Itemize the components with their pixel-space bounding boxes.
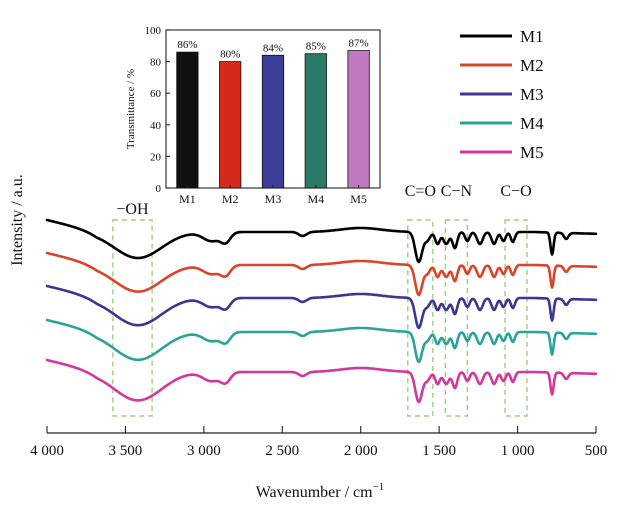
legend-label: M2 <box>520 56 544 75</box>
inset-data-label: 84% <box>263 42 283 54</box>
band-highlight-box <box>112 219 153 417</box>
band-label: C−O <box>500 183 531 200</box>
inset-y-tick-label: 100 <box>145 25 162 37</box>
x-tick-label: 2 500 <box>265 443 299 459</box>
y-axis-title: Intensity / a.u. <box>9 174 26 266</box>
inset-data-label: 80% <box>220 49 240 61</box>
inset-x-tick-label: M1 <box>179 192 196 206</box>
band-highlight-layer: −OH C=O C−N C−O <box>112 183 532 417</box>
inset-y-tick-label: 20 <box>150 151 162 163</box>
inset-x-tick-label: M5 <box>350 192 367 206</box>
band-label: C=O <box>405 183 436 200</box>
legend-label: M3 <box>520 85 544 104</box>
legend-label: M4 <box>520 114 544 133</box>
inset-data-label: 87% <box>349 38 369 50</box>
x-tick-label: 1 500 <box>422 443 456 459</box>
inset-x-tick-label: M4 <box>307 192 324 206</box>
inset-y-tick-label: 80 <box>150 57 162 69</box>
inset-x-tick-label: M3 <box>265 192 282 206</box>
main-axes: 4 000 3 500 3 000 2 500 2 000 1 500 1 000 500 Wa… <box>9 174 607 501</box>
band-label: −OH <box>116 201 149 218</box>
inset-bar-m2 <box>219 61 242 189</box>
band-highlight-box <box>444 219 469 417</box>
legend: M1 M2 M3 M4 M5 <box>460 27 544 162</box>
spectrum-m5 <box>45 358 598 404</box>
inset-x-tick-label: M2 <box>222 192 239 206</box>
x-tick-label: 4 000 <box>30 443 64 459</box>
x-axis-title-superscript: −1 <box>373 481 385 493</box>
inset-y-tick-label: 60 <box>150 88 162 100</box>
spectrum-m1 <box>45 218 598 264</box>
band-highlight-box <box>504 219 528 417</box>
inset-bar-m3 <box>261 54 285 189</box>
band-label: C−N <box>441 183 473 200</box>
x-tick-label: 3 000 <box>187 443 221 459</box>
x-tick-label: 1 000 <box>501 443 535 459</box>
inset-bar-m5 <box>347 50 370 189</box>
x-axis-title-main: Wavenumber / cm <box>256 484 373 501</box>
x-tick-label: 2 000 <box>344 443 378 459</box>
inset-bar-chart: 0 20 40 60 80 100 Transmittance / % M1 86% M2 80% M… <box>125 25 381 206</box>
legend-label: M5 <box>520 143 544 162</box>
inset-y-axis-title: Transmittance / % <box>125 69 137 149</box>
spectrum-m3 <box>45 284 598 330</box>
legend-label: M1 <box>520 27 544 46</box>
inset-bar-m1 <box>176 51 199 189</box>
x-tick-label: 3 500 <box>109 443 143 459</box>
inset-y-tick-label: 40 <box>150 120 162 132</box>
spectrum-m2 <box>45 251 598 297</box>
band-highlight-box <box>407 219 434 417</box>
spectrum-m4 <box>45 318 598 364</box>
x-axis-title: Wavenumber / cm−1 <box>256 481 385 501</box>
inset-data-label: 86% <box>177 39 197 51</box>
x-tick-label: 500 <box>585 443 608 459</box>
inset-y-tick-label: 0 <box>156 183 162 195</box>
spectra-layer <box>45 218 598 404</box>
inset-bar-m4 <box>304 53 327 189</box>
inset-data-label: 85% <box>306 41 326 53</box>
